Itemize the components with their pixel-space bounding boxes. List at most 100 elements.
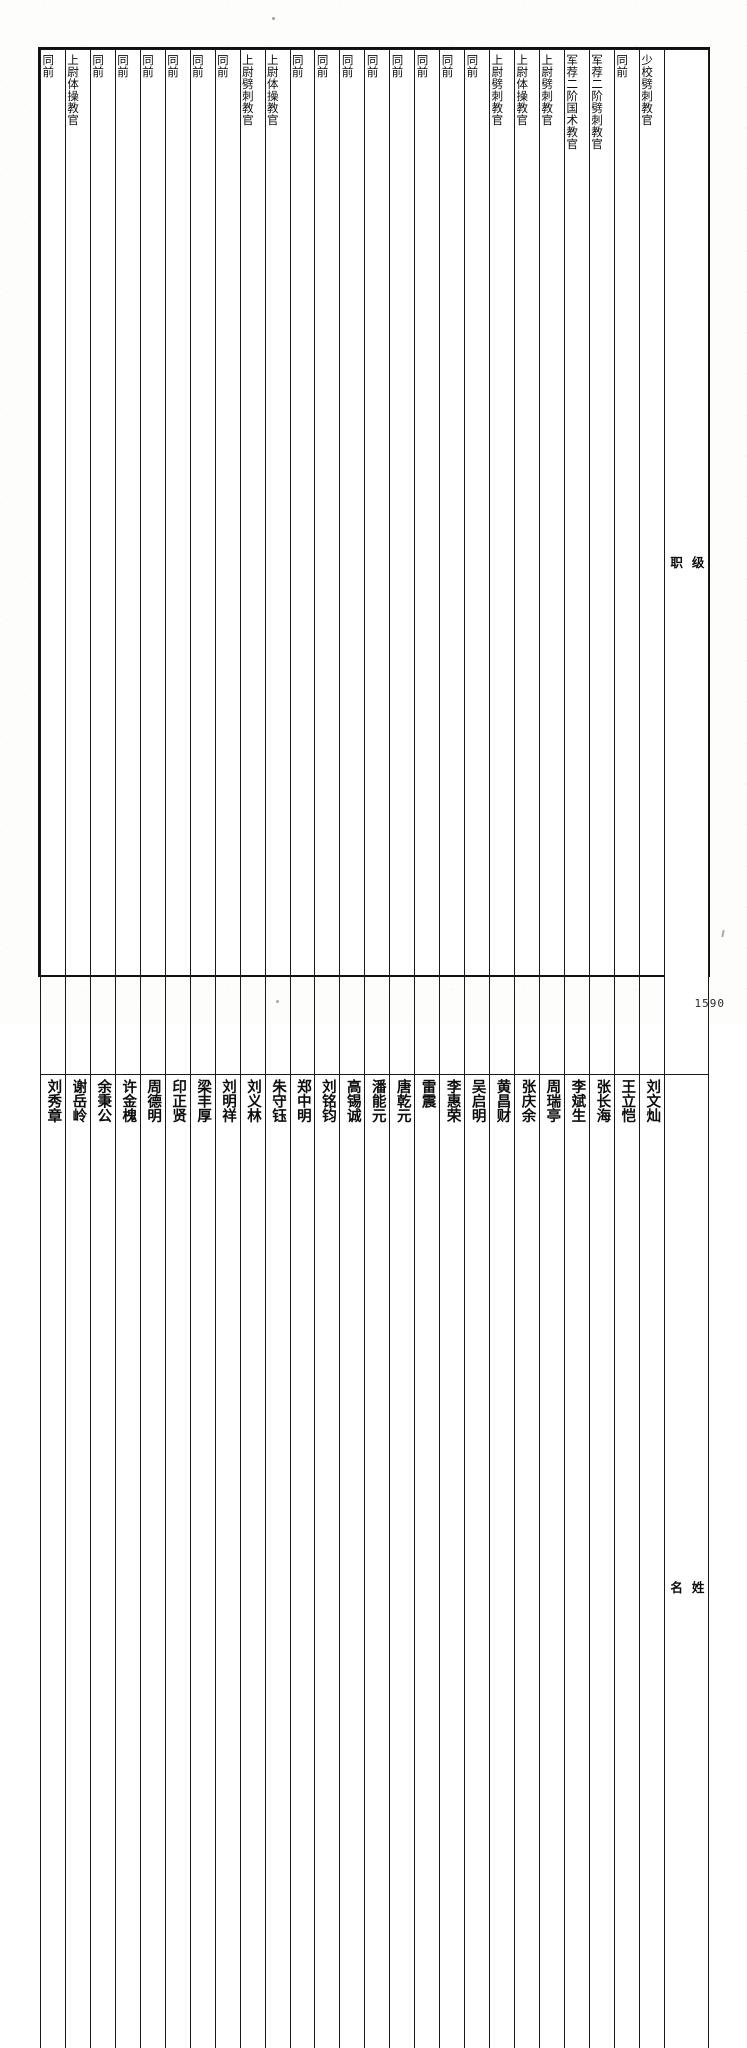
- cell-rank-20: 上尉体操教官: [515, 50, 540, 1075]
- cell-rank-2: 上尉体操教官: [65, 50, 90, 1075]
- cell-name-6: 印正贤: [165, 1075, 190, 2048]
- cell-text: 上尉体操教官: [267, 54, 279, 126]
- cell-rank-25: 少校劈刺教官: [639, 50, 664, 1075]
- cell-rank-14: 同前: [365, 50, 390, 1075]
- cell-rank-3: 同前: [90, 50, 115, 1075]
- cell-text: 同前: [142, 54, 154, 78]
- folio-number: 1590: [695, 997, 726, 1010]
- cell-text: 李斌生: [570, 1079, 585, 1123]
- cell-text: 刘明祥: [220, 1079, 235, 1123]
- cell-name-17: 李惠荣: [440, 1075, 465, 2048]
- cell-rank-12: 同前: [315, 50, 340, 1075]
- cell-text: 同前: [616, 54, 628, 78]
- cell-text: 同前: [441, 54, 453, 78]
- cell-text: 同前: [292, 54, 304, 78]
- cell-text: 同前: [391, 54, 403, 78]
- paper-speck: [721, 930, 724, 937]
- cell-name-19: 黄昌财: [490, 1075, 515, 2048]
- cell-name-5: 周德明: [140, 1075, 165, 2048]
- cell-name-3: 余秉公: [90, 1075, 115, 2048]
- cell-text: 郑中明: [295, 1079, 310, 1123]
- cell-text: 同前: [366, 54, 378, 78]
- cell-name-8: 刘明祥: [215, 1075, 240, 2048]
- cell-text: 军荐二阶劈刺教官: [591, 54, 603, 150]
- table-row: 同前上尉体操教官同前同前同前同前同前同前上尉劈刺教官上尉体操教官同前同前同前同前…: [41, 50, 709, 1075]
- cell-rank-9: 上尉劈刺教官: [240, 50, 265, 1075]
- cell-text: 同前: [316, 54, 328, 78]
- cell-text: 高锡诚: [345, 1079, 360, 1123]
- cell-text: 上尉劈刺教官: [242, 54, 254, 126]
- table-row: 刘秀章谢岳岭余秉公许金槐周德明印正贤梁丰厚刘明祥刘义林朱守钰郑中明刘铭钧高锡诚潘…: [41, 1075, 709, 2048]
- cell-rank-18: 同前: [465, 50, 490, 1075]
- roster-table: 同前上尉体操教官同前同前同前同前同前同前上尉劈刺教官上尉体操教官同前同前同前同前…: [38, 47, 710, 977]
- cell-text: 同前: [341, 54, 353, 78]
- cell-text: 上尉劈刺教官: [541, 54, 553, 126]
- cell-rank-7: 同前: [190, 50, 215, 1075]
- cell-name-10: 朱守钰: [265, 1075, 290, 2048]
- cell-rank-15: 同前: [390, 50, 415, 1075]
- cell-rank-1: 同前: [41, 50, 66, 1075]
- cell-rank-6: 同前: [165, 50, 190, 1075]
- cell-name-7: 梁丰厚: [190, 1075, 215, 2048]
- cell-text: 余秉公: [95, 1079, 110, 1123]
- row-header-char: 姓: [688, 1581, 707, 1594]
- cell-rank-23: 军荐二阶劈刺教官: [589, 50, 614, 1075]
- cell-name-13: 高锡诚: [340, 1075, 365, 2048]
- cell-text: 朱守钰: [270, 1079, 285, 1123]
- cell-text: 同前: [217, 54, 229, 78]
- cell-text: 周瑞亭: [545, 1079, 560, 1123]
- cell-text: 同前: [42, 54, 54, 78]
- cell-rank-16: 同前: [415, 50, 440, 1075]
- cell-text: 上尉劈刺教官: [491, 54, 503, 126]
- cell-name-18: 吴启明: [465, 1075, 490, 2048]
- cell-rank-21: 上尉劈刺教官: [540, 50, 565, 1075]
- cell-name-25: 刘文灿: [639, 1075, 664, 2048]
- cell-name-22: 李斌生: [565, 1075, 590, 2048]
- row-header-char: 名: [666, 1581, 685, 1594]
- cell-text: 同前: [416, 54, 428, 78]
- cell-text: 同前: [192, 54, 204, 78]
- cell-name-1: 刘秀章: [41, 1075, 66, 2048]
- row-header-char: 职: [666, 556, 685, 569]
- cell-rank-19: 上尉劈刺教官: [490, 50, 515, 1075]
- row-header-rank: 级职: [664, 50, 708, 1075]
- cell-rank-22: 军荐二阶国术教官: [565, 50, 590, 1075]
- cell-text: 刘文灿: [644, 1079, 659, 1123]
- cell-text: 同前: [466, 54, 478, 78]
- row-header-char: 级: [688, 556, 707, 569]
- cell-rank-4: 同前: [115, 50, 140, 1075]
- cell-rank-24: 同前: [614, 50, 639, 1075]
- cell-text: 黄昌财: [495, 1079, 510, 1123]
- cell-text: 雷震: [420, 1079, 435, 1108]
- cell-name-9: 刘义林: [240, 1075, 265, 2048]
- cell-name-11: 郑中明: [290, 1075, 315, 2048]
- cell-name-2: 谢岳岭: [65, 1075, 90, 2048]
- cell-name-16: 雷震: [415, 1075, 440, 2048]
- cell-name-4: 许金槐: [115, 1075, 140, 2048]
- cell-rank-10: 上尉体操教官: [265, 50, 290, 1075]
- cell-text: 刘铭钧: [320, 1079, 335, 1123]
- cell-text: 李惠荣: [445, 1079, 460, 1123]
- cell-text: 张长海: [595, 1079, 610, 1123]
- cell-name-15: 唐乾元: [390, 1075, 415, 2048]
- row-header-name: 姓名: [664, 1075, 708, 2048]
- cell-rank-5: 同前: [140, 50, 165, 1075]
- cell-text: 吴启明: [470, 1079, 485, 1123]
- roster-grid: 同前上尉体操教官同前同前同前同前同前同前上尉劈刺教官上尉体操教官同前同前同前同前…: [40, 49, 709, 2048]
- cell-text: 潘能元: [370, 1079, 385, 1123]
- cell-rank-13: 同前: [340, 50, 365, 1075]
- cell-text: 许金槐: [120, 1079, 135, 1123]
- cell-name-12: 刘铭钧: [315, 1075, 340, 2048]
- cell-rank-8: 同前: [215, 50, 240, 1075]
- cell-text: 印正贤: [170, 1079, 185, 1123]
- cell-rank-17: 同前: [440, 50, 465, 1075]
- cell-text: 周德明: [145, 1079, 160, 1123]
- cell-name-24: 王立恺: [614, 1075, 639, 2048]
- cell-text: 刘秀章: [46, 1079, 61, 1123]
- cell-name-14: 潘能元: [365, 1075, 390, 2048]
- cell-text: 张庆余: [520, 1079, 535, 1123]
- cell-rank-11: 同前: [290, 50, 315, 1075]
- cell-text: 刘义林: [245, 1079, 260, 1123]
- row-header-label: 级职: [665, 50, 708, 1074]
- cell-name-21: 周瑞亭: [540, 1075, 565, 2048]
